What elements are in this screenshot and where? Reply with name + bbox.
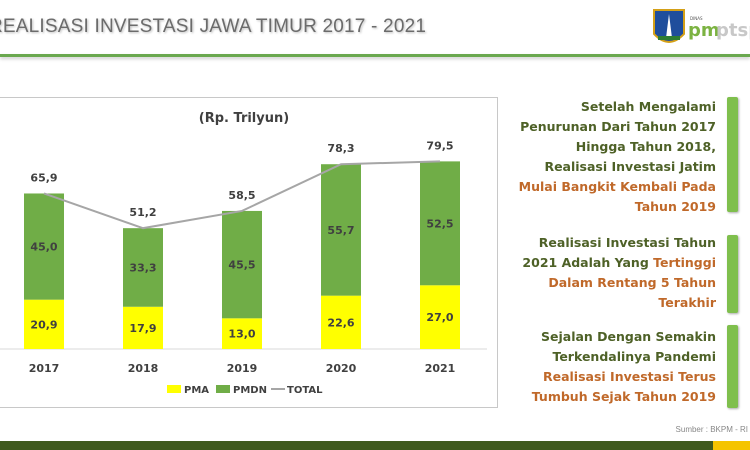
info-panel-2: Realisasi Investasi Tahun 2021 Adalah Ya… bbox=[496, 233, 716, 313]
panel-text: Terkendalinya Pandemi bbox=[552, 349, 716, 364]
legend-label-total: TOTAL bbox=[287, 385, 323, 396]
data-label-pma: 22,6 bbox=[327, 316, 354, 329]
bar-pmdn bbox=[222, 210, 262, 319]
info-panel-3: Sejalan Dengan Semakin Terkendalinya Pan… bbox=[496, 327, 716, 407]
data-label-pma: 27,0 bbox=[426, 311, 453, 324]
legend-swatch-pmdn bbox=[216, 385, 230, 393]
svg-text:DINAS: DINAS bbox=[690, 16, 703, 21]
panel-highlight: Realisasi Investasi Terus bbox=[542, 369, 716, 384]
legend-label-pmdn: PMDN bbox=[233, 385, 267, 396]
source-note: Sumber : BKPM - RI bbox=[675, 425, 748, 434]
panel-accent-bar bbox=[727, 325, 738, 408]
bar-pma bbox=[321, 295, 361, 349]
bar-pmdn bbox=[24, 193, 64, 300]
data-label-pmdn: 45,0 bbox=[30, 241, 57, 254]
svg-text:ptsp: ptsp bbox=[716, 20, 750, 41]
legend-swatch-pma bbox=[167, 385, 181, 393]
x-tick-label: 2019 bbox=[227, 362, 258, 375]
panel-text: Realisasi Investasi Tahun bbox=[538, 235, 716, 250]
panel-text: 2021 Adalah Yang bbox=[522, 255, 654, 270]
footer-accent bbox=[713, 441, 750, 450]
panel-highlight: Tumbuh Sejak Tahun 2019 bbox=[531, 389, 716, 404]
panel-highlight: Dalam Rentang 5 Tahun bbox=[548, 275, 716, 290]
bar-pmdn bbox=[420, 161, 460, 286]
data-label-pmdn: 33,3 bbox=[129, 261, 156, 274]
bar-pma bbox=[123, 306, 163, 349]
page-title: REALISASI INVESTASI JAWA TIMUR 2017 - 20… bbox=[0, 16, 427, 37]
jatim-emblem-icon: DINAS pm ptsp bbox=[653, 9, 750, 43]
panel-text: Hingga Tahun 2018, bbox=[575, 139, 716, 154]
x-tick-label: 2017 bbox=[29, 362, 60, 375]
panel-highlight: Tertinggi bbox=[653, 255, 716, 270]
pmptsp-logo: DINAS pm ptsp bbox=[650, 4, 750, 50]
data-label-total: 58,5 bbox=[228, 189, 255, 202]
x-tick-label: 2018 bbox=[128, 362, 159, 375]
chart-title: (Rp. Trilyun) bbox=[199, 111, 289, 126]
bar-pmdn bbox=[321, 164, 361, 296]
data-label-pmdn: 45,5 bbox=[228, 259, 255, 272]
data-label-pma: 13,0 bbox=[228, 328, 255, 341]
x-tick-label: 2020 bbox=[326, 362, 357, 375]
legend-label-pma: PMA bbox=[184, 385, 209, 396]
data-label-pma: 20,9 bbox=[30, 318, 57, 331]
x-tick-label: 2021 bbox=[425, 362, 456, 375]
panel-highlight: Mulai Bangkit Kembali Pada bbox=[518, 179, 716, 194]
header-divider bbox=[0, 54, 750, 57]
panel-text: Sejalan Dengan Semakin bbox=[541, 329, 716, 344]
panel-highlight: Terakhir bbox=[658, 295, 716, 310]
bar-pma bbox=[222, 318, 262, 349]
investment-chart: (Rp. Trilyun) 20,9 45,0 65,9 2017 17,9 33,3 51,… bbox=[0, 97, 498, 408]
bar-pma bbox=[420, 285, 460, 349]
footer-bar bbox=[0, 441, 713, 450]
data-label-pmdn: 55,7 bbox=[327, 224, 354, 237]
data-label-pma: 17,9 bbox=[129, 322, 156, 335]
bar-pmdn bbox=[123, 228, 163, 307]
info-panel-1: Setelah Mengalami Penurunan Dari Tahun 2… bbox=[496, 97, 716, 217]
panel-accent-bar bbox=[727, 235, 738, 313]
panel-text: Penurunan Dari Tahun 2017 bbox=[520, 119, 716, 134]
panel-text: Setelah Mengalami bbox=[580, 99, 716, 114]
data-label-total: 51,2 bbox=[129, 206, 156, 219]
svg-text:pm: pm bbox=[688, 20, 720, 41]
panel-highlight: Tahun 2019 bbox=[634, 199, 716, 214]
data-label-total: 79,5 bbox=[426, 139, 453, 152]
data-label-total: 78,3 bbox=[327, 142, 354, 155]
bar-pma bbox=[24, 299, 64, 349]
panel-text: Realisasi Investasi Jatim bbox=[544, 159, 716, 174]
data-label-pmdn: 52,5 bbox=[426, 217, 453, 230]
data-label-total: 65,9 bbox=[30, 171, 57, 184]
panel-accent-bar bbox=[727, 97, 738, 212]
